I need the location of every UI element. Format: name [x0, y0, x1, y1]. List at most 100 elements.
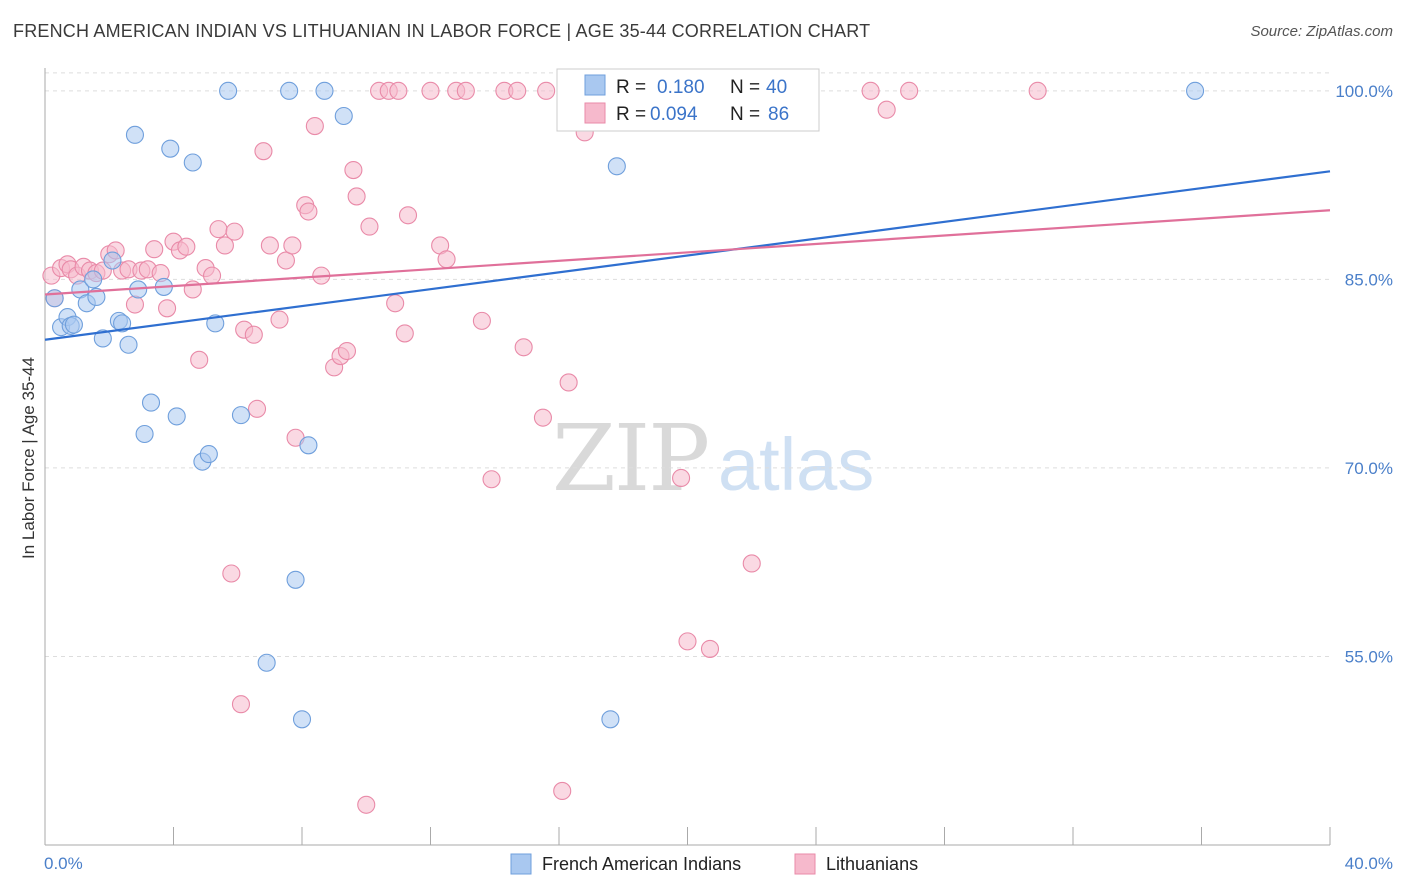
french-american-indians-point: [601, 710, 620, 729]
watermark-zip: ZIP: [552, 405, 708, 512]
french-american-indians-point: [257, 653, 276, 672]
french-american-indians-point: [280, 81, 299, 100]
french-american-indians-point: [135, 424, 154, 444]
lithuanians-point: [203, 266, 222, 285]
lithuanians-point: [209, 220, 228, 239]
lithuanians-point: [158, 299, 177, 318]
axes: [44, 68, 1331, 846]
french-american-indians-point: [113, 314, 132, 333]
french-american-indians-point: [64, 315, 83, 334]
lithuanians-point: [344, 160, 363, 180]
chart-source: Source: ZipAtlas.com: [1250, 23, 1393, 40]
lithuanians-point: [508, 81, 527, 100]
french-american-indians-point: [206, 314, 225, 333]
bottom-legend-label-pink: Lithuanians: [826, 854, 918, 874]
lithuanians-point: [225, 222, 244, 241]
french-american-indians-point: [167, 407, 186, 426]
legend-n-value-2: 86: [768, 104, 789, 125]
lithuanians-point: [244, 325, 263, 344]
bottom-legend-label-blue: French American Indians: [542, 854, 741, 874]
french-american-indians-point: [607, 157, 626, 176]
french-american-indians-point: [125, 125, 144, 144]
legend-r-label-2: R =: [616, 104, 646, 125]
lithuanians-point: [398, 206, 418, 225]
lithuanians-point: [231, 695, 251, 714]
french-american-indians-point: [161, 139, 180, 158]
lithuanians-point: [672, 468, 691, 488]
lithuanians-point: [190, 350, 209, 369]
french-american-indians-point: [286, 570, 305, 589]
y-axis-label: In Labor Force | Age 35-44: [19, 357, 38, 559]
lithuanians-point: [125, 295, 144, 314]
french-american-indians-point: [231, 406, 251, 425]
x-tick-label: 0.0%: [44, 854, 83, 873]
lithuanians-trendline: [44, 209, 1331, 296]
lithuanians-point: [456, 81, 475, 100]
lithuanians-point: [276, 251, 295, 270]
lithuanians-point: [360, 217, 379, 236]
lithuanians-point: [283, 236, 302, 255]
french-american-indians-point: [219, 81, 238, 100]
lithuanians-point: [347, 187, 366, 206]
lithuanians-point: [389, 81, 408, 100]
french-american-indians-point: [87, 287, 106, 307]
lithuanians-point: [260, 236, 279, 255]
french-american-indians-point: [103, 251, 122, 270]
legend-swatch-pink: [584, 102, 606, 124]
french-american-indians-trendline: [44, 170, 1331, 341]
french-american-indians-point: [315, 81, 334, 100]
french-american-indians-point: [84, 270, 103, 289]
lithuanians-point: [514, 338, 533, 357]
lithuanians-point: [254, 142, 273, 161]
y-tick-label: 70.0%: [1345, 459, 1393, 478]
watermark: ZIP atlas: [552, 405, 874, 512]
lithuanians-point: [247, 399, 267, 418]
legend-swatch-blue: [584, 74, 606, 96]
y-tick-label: 55.0%: [1345, 647, 1393, 666]
bottom-legend: French American Indians Lithuanians: [510, 853, 918, 875]
legend-r-value-1: 0.180: [657, 77, 705, 98]
legend-r-label-1: R =: [616, 77, 646, 98]
french-american-indians-point: [93, 329, 112, 348]
y-tick-label: 100.0%: [1335, 82, 1393, 101]
french-american-indians-point: [292, 710, 312, 729]
bottom-legend-swatch-pink: [794, 853, 816, 875]
french-american-indians-point: [45, 289, 64, 308]
lithuanians-point: [145, 240, 164, 259]
lithuanians-point: [742, 554, 761, 573]
lithuanians-point: [537, 81, 556, 100]
french-american-indians-points: [45, 81, 1205, 729]
french-american-indians-point: [199, 445, 218, 464]
french-american-indians-point: [183, 153, 202, 172]
french-american-indians-point: [299, 436, 318, 455]
legend-r-value-2: 0.094: [650, 104, 698, 125]
legend-n-value-1: 40: [766, 77, 787, 98]
lithuanians-point: [472, 311, 491, 330]
french-american-indians-point: [1186, 81, 1205, 100]
lithuanians-point: [386, 294, 405, 313]
lithuanians-point: [177, 237, 196, 256]
lithuanians-point: [222, 564, 241, 583]
tick-labels: 55.0% 70.0% 85.0% 100.0% 0.0% 40.0%: [44, 82, 1393, 873]
lithuanians-point: [700, 639, 720, 658]
legend-n-label-1: N =: [730, 77, 760, 98]
watermark-atlas: atlas: [718, 423, 874, 506]
lithuanians-point: [559, 373, 578, 392]
lithuanians-point: [437, 250, 456, 269]
lithuanians-point: [215, 236, 234, 255]
lithuanians-point: [395, 324, 414, 343]
lithuanians-point: [877, 100, 896, 119]
lithuanians-point: [305, 116, 324, 136]
lithuanians-point: [533, 408, 552, 427]
lithuanians-points: [42, 81, 1047, 814]
french-american-indians-point: [334, 106, 353, 126]
lithuanians-point: [299, 202, 318, 221]
x-tick-label: 40.0%: [1345, 854, 1393, 873]
lithuanians-point: [678, 632, 697, 651]
trend-lines: [44, 170, 1331, 341]
lithuanians-point: [421, 81, 440, 100]
lithuanians-point: [270, 310, 289, 329]
lithuanians-point: [337, 341, 357, 361]
chart-title: FRENCH AMERICAN INDIAN VS LITHUANIAN IN …: [13, 21, 871, 41]
